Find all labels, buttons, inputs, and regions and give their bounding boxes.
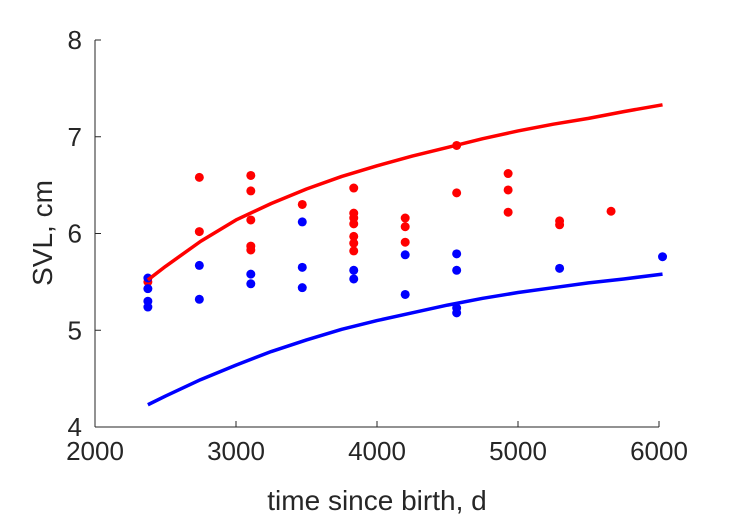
data-point <box>349 238 359 248</box>
data-point <box>349 265 359 275</box>
data-point <box>194 227 204 237</box>
data-point <box>297 199 307 209</box>
data-point <box>246 186 256 196</box>
data-point <box>143 302 153 312</box>
fit-curve-group-2 <box>146 103 663 282</box>
data-point <box>246 279 256 289</box>
x-tick-label: 5000 <box>489 436 547 466</box>
data-point <box>246 269 256 279</box>
y-tick-label: 7 <box>68 122 82 152</box>
data-point <box>503 169 513 179</box>
data-point <box>297 283 307 293</box>
x-tick-label: 6000 <box>630 436 688 466</box>
data-point <box>452 188 462 198</box>
data-point <box>606 206 616 216</box>
data-point <box>246 170 256 180</box>
y-ticks: 4 5 6 7 8 <box>68 25 101 442</box>
data-points-group-1 <box>143 217 668 318</box>
data-point <box>452 308 462 318</box>
x-tick-label: 3000 <box>207 436 265 466</box>
x-ticks: 2000 3000 4000 5000 6000 <box>66 421 688 466</box>
x-tick-label: 4000 <box>348 436 406 466</box>
x-axis-label: time since birth, d <box>267 485 486 516</box>
x-tick-label: 2000 <box>66 436 124 466</box>
data-point <box>400 222 410 232</box>
y-axis-label: SVL, cm <box>27 180 58 286</box>
axes <box>94 40 659 428</box>
series-layer <box>143 103 668 407</box>
data-point <box>452 249 462 259</box>
data-point <box>246 215 256 225</box>
data-point <box>658 252 668 262</box>
y-tick-label: 4 <box>68 412 82 442</box>
fit-curve-group-3 <box>147 272 663 407</box>
y-tick-label: 6 <box>68 219 82 249</box>
data-point <box>143 284 153 294</box>
data-point <box>400 237 410 247</box>
y-tick-label: 8 <box>68 25 82 55</box>
fit-curve <box>146 103 663 282</box>
data-point <box>349 183 359 193</box>
data-point <box>349 246 359 256</box>
y-tick-label: 5 <box>68 315 82 345</box>
fit-curve <box>147 272 663 407</box>
data-point <box>194 294 204 304</box>
data-points-group-0 <box>143 140 616 287</box>
data-point <box>194 172 204 182</box>
data-point <box>349 274 359 284</box>
data-point <box>297 262 307 272</box>
data-point <box>400 289 410 299</box>
data-point <box>555 220 565 230</box>
data-point <box>297 217 307 227</box>
data-point <box>503 207 513 217</box>
data-point <box>452 265 462 275</box>
data-point <box>555 263 565 273</box>
data-point <box>400 250 410 260</box>
data-point <box>194 260 204 270</box>
data-point <box>400 213 410 223</box>
data-point <box>349 219 359 229</box>
data-point <box>503 185 513 195</box>
data-point <box>246 245 256 255</box>
data-point <box>349 231 359 241</box>
